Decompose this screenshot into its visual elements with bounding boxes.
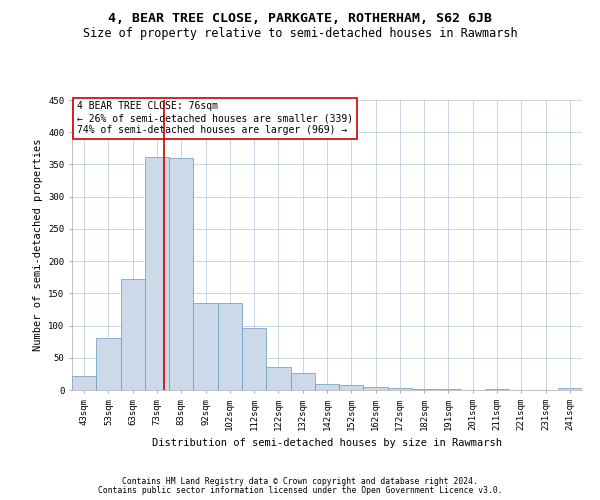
Text: Size of property relative to semi-detached houses in Rawmarsh: Size of property relative to semi-detach… [83,28,517,40]
Text: 4, BEAR TREE CLOSE, PARKGATE, ROTHERHAM, S62 6JB: 4, BEAR TREE CLOSE, PARKGATE, ROTHERHAM,… [108,12,492,26]
Bar [72,376,96,390]
Bar [121,279,145,390]
Bar [339,386,364,390]
Bar [266,368,290,390]
Bar [290,373,315,390]
X-axis label: Distribution of semi-detached houses by size in Rawmarsh: Distribution of semi-detached houses by … [152,438,502,448]
Bar [193,303,218,390]
Bar [218,303,242,390]
Text: Contains HM Land Registry data © Crown copyright and database right 2024.: Contains HM Land Registry data © Crown c… [122,477,478,486]
Bar [315,384,339,390]
Y-axis label: Number of semi-detached properties: Number of semi-detached properties [32,138,43,351]
Text: Contains public sector information licensed under the Open Government Licence v3: Contains public sector information licen… [98,486,502,495]
Text: 4 BEAR TREE CLOSE: 76sqm
← 26% of semi-detached houses are smaller (339)
74% of : 4 BEAR TREE CLOSE: 76sqm ← 26% of semi-d… [77,102,353,134]
Bar [412,388,436,390]
Bar [145,156,169,390]
Bar [242,328,266,390]
Bar [388,388,412,390]
Bar [96,338,121,390]
Bar [558,388,582,390]
Bar [364,388,388,390]
Bar [169,158,193,390]
